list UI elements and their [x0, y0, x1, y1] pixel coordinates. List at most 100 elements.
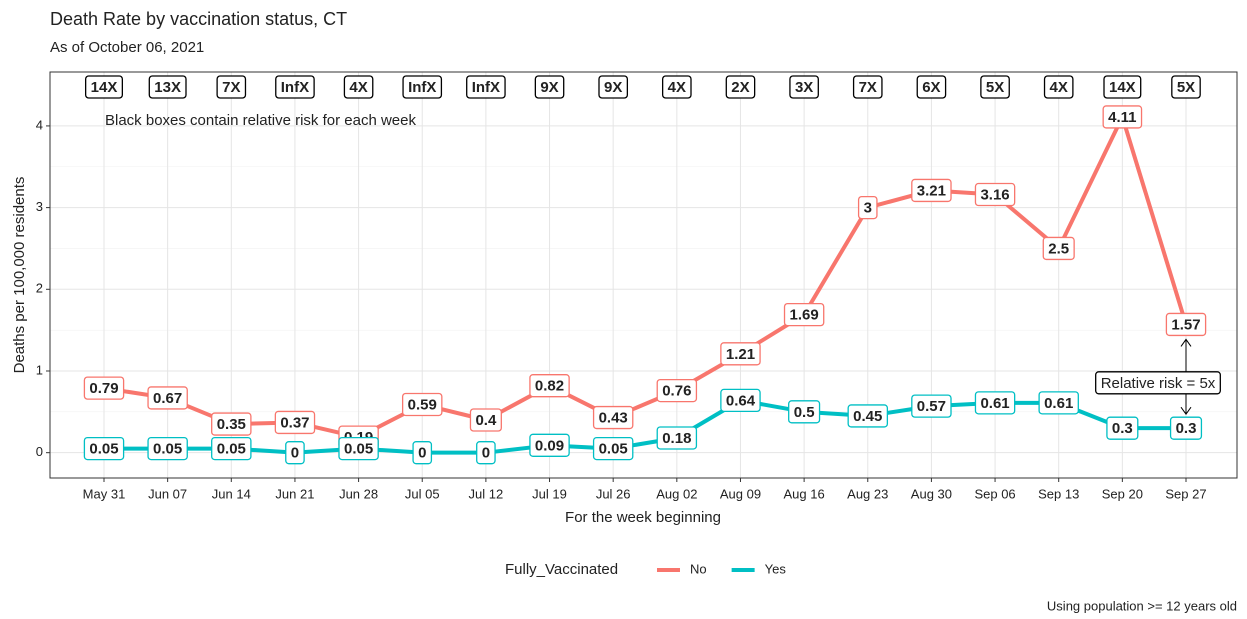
data-label-box	[857, 195, 878, 220]
relative-risk-text: 7X	[222, 79, 240, 96]
data-label: 4.11	[1102, 105, 1143, 129]
data-label-box	[529, 374, 570, 398]
x-tick-label: Sep 20	[1102, 486, 1143, 501]
data-label-text: 0.76	[662, 383, 691, 400]
data-label-text: 0.05	[599, 441, 628, 458]
data-label-text: 0.43	[599, 410, 628, 427]
relative-risk-box	[725, 75, 756, 99]
data-label-box	[1102, 105, 1143, 129]
relative-risk-text: InfX	[281, 79, 309, 96]
relative-risk-text: 4X	[1050, 79, 1068, 96]
data-label-box	[592, 436, 634, 461]
y-tick-label: 0	[36, 444, 43, 459]
relative-risk-text: 5X	[1177, 79, 1195, 96]
data-label-text: 0.5	[794, 404, 815, 421]
arrow-head	[1180, 338, 1192, 416]
data-label: 0.5	[788, 400, 821, 424]
data-label-text: 0.05	[344, 441, 373, 458]
data-label-box	[1169, 416, 1203, 440]
data-label: 0.76	[656, 378, 698, 403]
data-label: 0.61	[974, 391, 1016, 415]
relative-risk: 3X	[789, 75, 819, 99]
x-tick-label: Jun 21	[275, 486, 314, 501]
relative-risk-box	[148, 75, 187, 99]
data-label-text: 0.3	[1112, 420, 1133, 437]
x-tick-label: Sep 13	[1038, 486, 1079, 501]
data-label-box	[274, 410, 316, 435]
data-label: 0.3	[1106, 416, 1139, 440]
legend-label: No	[690, 561, 707, 576]
plot-border	[49, 71, 1238, 479]
data-label: 0.35	[211, 412, 252, 436]
data-label-box	[783, 302, 825, 327]
data-label-text: 0	[291, 445, 299, 462]
x-tick-label: Aug 02	[656, 486, 697, 501]
x-tick-label: Jun 07	[148, 486, 187, 501]
data-label: 0.05	[147, 436, 188, 461]
x-tick-label: May 31	[83, 486, 126, 501]
data-label-text: 0.05	[217, 441, 246, 458]
data-label-box	[476, 441, 496, 465]
data-label: 0.37	[274, 410, 316, 435]
relative-risk-box	[1043, 75, 1074, 99]
relative-risk: 7X	[216, 75, 247, 99]
x-tick-label: Jun 14	[212, 486, 251, 501]
relative-risk-text: 4X	[349, 79, 367, 96]
relative-risk-box	[466, 75, 506, 99]
data-label: 0.64	[720, 388, 761, 413]
data-label-text: 0.59	[408, 396, 437, 413]
chart-subtitle: As of October 06, 2021	[50, 39, 204, 56]
data-label-box	[401, 392, 443, 417]
x-tick-label: Sep 27	[1165, 486, 1206, 501]
data-label-text: 0	[482, 445, 490, 462]
x-tick-label: Aug 23	[847, 486, 888, 501]
relative-risk-box	[661, 75, 692, 99]
x-tick-label: Sep 06	[974, 486, 1015, 501]
relative-risk-text: 7X	[859, 79, 877, 96]
data-label-box	[1165, 312, 1207, 337]
relative-risk-text: 5X	[986, 79, 1004, 96]
y-tick-label: 3	[36, 199, 43, 214]
data-label: 3	[857, 195, 878, 220]
relative-risk: 5X	[980, 75, 1010, 99]
relative-risk: 5X	[1171, 75, 1201, 99]
data-label: 3.16	[974, 182, 1016, 207]
data-label: 0.45	[847, 404, 889, 428]
relative-risk: InfX	[275, 75, 315, 99]
relative-risk: 14X	[1103, 75, 1142, 99]
data-label-text: 0.67	[153, 390, 182, 407]
data-label-text: 0.57	[917, 398, 946, 415]
data-label: 1.57	[1165, 312, 1207, 337]
relative-risk-text: InfX	[408, 79, 436, 96]
data-label-box	[911, 394, 952, 418]
data-label-text: 0.79	[89, 380, 118, 397]
relative-risk-box	[84, 75, 124, 99]
data-label-box	[147, 386, 188, 410]
data-label: 0.05	[83, 436, 125, 461]
x-tick-label: Jul 26	[596, 486, 631, 501]
data-label-box	[788, 400, 821, 424]
relative-risk: 2X	[725, 75, 756, 99]
data-label: 0.09	[529, 433, 570, 457]
data-label-box	[592, 405, 634, 430]
y-tick-label: 1	[36, 362, 43, 377]
relative-risk: InfX	[466, 75, 506, 99]
data-label: 0.18	[656, 426, 698, 450]
data-label: 0.4	[469, 408, 502, 432]
relative-risk-box	[852, 75, 883, 99]
data-label-box	[83, 376, 125, 400]
relative-risk-box	[916, 75, 947, 99]
data-label-text: 0.35	[217, 416, 246, 433]
relative-risk-text: 13X	[154, 79, 181, 96]
data-label-box	[83, 436, 125, 461]
annotation: Black boxes contain relative risk for ea…	[105, 112, 416, 129]
data-label: 0	[285, 441, 305, 465]
series-line	[104, 398, 1186, 455]
relative-risk-box	[534, 75, 565, 99]
chart-title: Death Rate by vaccination status, CT	[50, 9, 347, 29]
data-label-box	[211, 436, 252, 461]
data-label-box	[1106, 416, 1139, 440]
data-label: 3.21	[911, 178, 952, 203]
data-label-box	[529, 433, 570, 457]
data-label-text: 1.21	[726, 346, 755, 363]
